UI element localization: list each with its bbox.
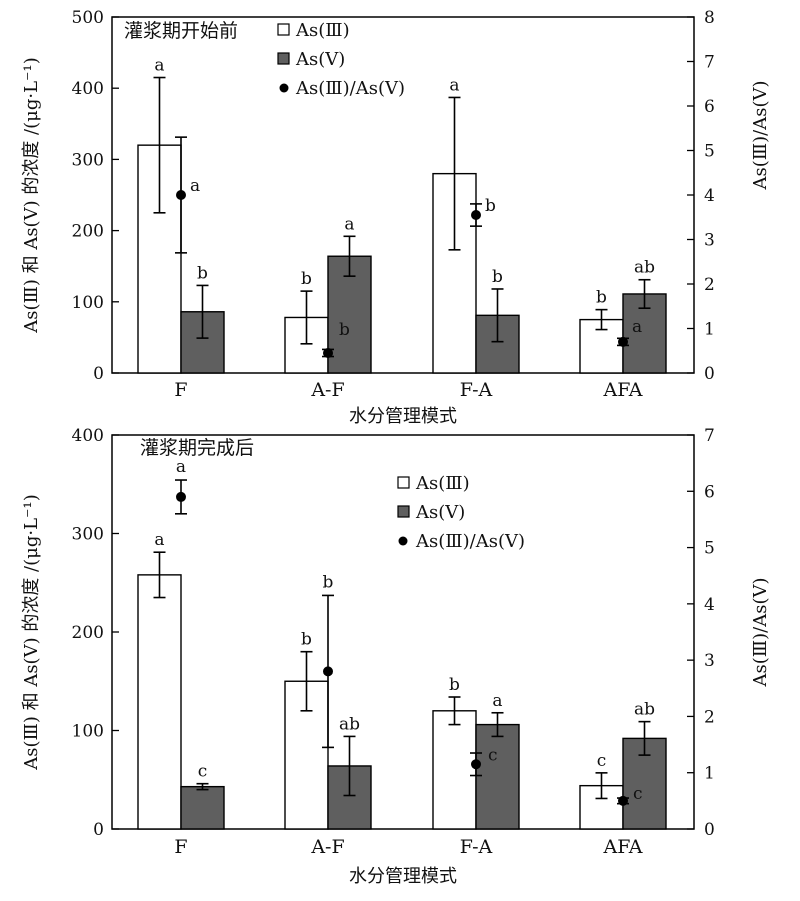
legend-swatch-as5: [397, 505, 410, 518]
legend-label-as5: As(Ⅴ): [415, 502, 465, 523]
sig-label-as5-F: c: [198, 762, 208, 782]
y-tick-label-left: 500: [72, 8, 104, 28]
sig-label-as5-AFA: ab: [634, 258, 655, 278]
point-ratio-F: [176, 491, 186, 502]
y-axis-title-right: As(Ⅲ)/As(Ⅴ): [750, 81, 771, 191]
legend-label-as3: As(Ⅲ): [415, 473, 470, 494]
sig-label-as3-A-F: b: [301, 630, 312, 650]
x-tick-label: AFA: [603, 379, 643, 401]
bar-as3-F-A: [432, 710, 477, 830]
x-axis-title: 水分管理模式: [349, 406, 457, 427]
y-tick-label-right: 1: [704, 320, 715, 340]
y-tick-label-left: 0: [93, 364, 104, 384]
sig-label-as5-F: b: [197, 263, 208, 283]
legend-swatch-as5: [277, 52, 290, 65]
sig-label-as3-F: a: [154, 530, 164, 550]
y-tick-label-right: 2: [704, 707, 715, 727]
y-tick-label-right: 0: [704, 364, 715, 384]
sig-label-as5-F-A: b: [492, 267, 503, 287]
y-tick-label-left: 200: [72, 623, 104, 643]
sig-label-ratio-F-A: b: [485, 196, 496, 216]
y-tick-label-right: 6: [704, 97, 715, 117]
y-tick-label-left: 100: [72, 293, 104, 313]
sig-label-as5-A-F: a: [344, 214, 354, 234]
x-tick-label: A-F: [310, 836, 344, 858]
point-ratio-F-A: [471, 759, 481, 770]
y-tick-label-left: 400: [72, 426, 104, 446]
x-tick-label: A-F: [310, 379, 344, 401]
y-tick-label-left: 100: [72, 722, 104, 742]
sig-label-ratio-A-F: b: [339, 320, 350, 340]
y-tick-label-right: 6: [704, 482, 715, 502]
legend-swatch-as3: [397, 476, 410, 489]
y-tick-label-left: 200: [72, 222, 104, 242]
y-tick-label-right: 4: [704, 595, 715, 615]
sig-label-ratio-A-F: b: [323, 572, 334, 592]
sig-label-as3-F-A: a: [449, 75, 459, 95]
chart-title: 灌浆期开始前: [124, 20, 238, 42]
legend-marker-ratio: [398, 536, 408, 546]
y-tick-label-left: 300: [72, 525, 104, 545]
bar-as3-F: [137, 574, 182, 830]
sig-label-as5-A-F: ab: [339, 714, 360, 734]
y-tick-label-right: 7: [704, 53, 715, 73]
bar-as5-F-A: [475, 723, 520, 830]
x-tick-label: F: [174, 379, 187, 401]
legend-label-ratio: As(Ⅲ)/As(Ⅴ): [415, 531, 525, 552]
point-ratio-AFA: [618, 795, 628, 806]
y-tick-label-right: 3: [704, 231, 715, 251]
x-tick-label: F: [174, 836, 187, 858]
chart-title: 灌浆期完成后: [140, 437, 254, 459]
legend-label-as5: As(Ⅴ): [295, 49, 345, 70]
sig-label-ratio-F: a: [176, 457, 186, 477]
sig-label-as5-F-A: a: [492, 691, 502, 711]
legend-swatch-as3: [277, 23, 290, 36]
y-axis-title-left: As(Ⅲ) 和 As(Ⅴ) 的浓度 /(μg·L⁻¹): [21, 494, 42, 771]
legend-marker-ratio: [279, 83, 289, 93]
legend-label-as3: As(Ⅲ): [295, 20, 350, 41]
sig-label-ratio-AFA: c: [633, 784, 643, 804]
sig-label-ratio-AFA: a: [632, 317, 642, 337]
bar-as5-F: [180, 311, 225, 374]
y-tick-label-right: 2: [704, 275, 715, 295]
sig-label-ratio-F-A: c: [488, 745, 498, 765]
x-tick-label: F-A: [460, 379, 493, 401]
sig-label-as3-A-F: b: [301, 269, 312, 289]
x-tick-label: F-A: [460, 836, 493, 858]
sig-label-as3-F: a: [154, 56, 164, 76]
point-ratio-A-F: [323, 666, 333, 677]
y-axis-title-left: As(Ⅲ) 和 As(Ⅴ) 的浓度 /(μg·L⁻¹): [21, 57, 42, 334]
sig-label-as3-AFA: b: [596, 288, 607, 308]
y-tick-label-right: 1: [704, 764, 715, 784]
y-tick-label-right: 4: [704, 186, 715, 206]
y-tick-label-left: 400: [72, 79, 104, 99]
y-tick-label-right: 5: [704, 539, 715, 559]
y-tick-label-right: 7: [704, 426, 715, 446]
point-ratio-F-A: [471, 210, 481, 221]
y-tick-label-right: 0: [704, 820, 715, 840]
y-tick-label-left: 0: [93, 820, 104, 840]
y-tick-label-right: 8: [704, 8, 715, 28]
sig-label-as5-AFA: ab: [634, 700, 655, 720]
chart-panel-after-filling: 灌浆期完成后 As(Ⅲ) As(Ⅴ) As(Ⅲ)/As(Ⅴ) As(Ⅲ) 和 A…: [21, 426, 771, 887]
x-tick-label: AFA: [603, 836, 643, 858]
y-axis-title-right: As(Ⅲ)/As(Ⅴ): [750, 578, 771, 688]
bar-as5-F: [180, 785, 225, 830]
sig-label-as3-F-A: b: [449, 675, 460, 695]
chart-panel-before-filling: 灌浆期开始前 As(Ⅲ) As(Ⅴ) As(Ⅲ)/As(Ⅴ) As(Ⅲ) 和 A…: [21, 8, 771, 427]
sig-label-ratio-F: a: [190, 176, 200, 196]
y-tick-label-left: 300: [72, 150, 104, 170]
x-axis-title: 水分管理模式: [349, 866, 457, 887]
point-ratio-F: [176, 190, 186, 200]
legend-label-ratio: As(Ⅲ)/As(Ⅴ): [295, 78, 405, 99]
sig-label-as3-AFA: c: [597, 751, 607, 771]
y-tick-label-right: 3: [704, 651, 715, 671]
y-tick-label-right: 5: [704, 142, 715, 162]
point-ratio-AFA: [618, 336, 628, 347]
point-ratio-A-F: [323, 347, 333, 358]
